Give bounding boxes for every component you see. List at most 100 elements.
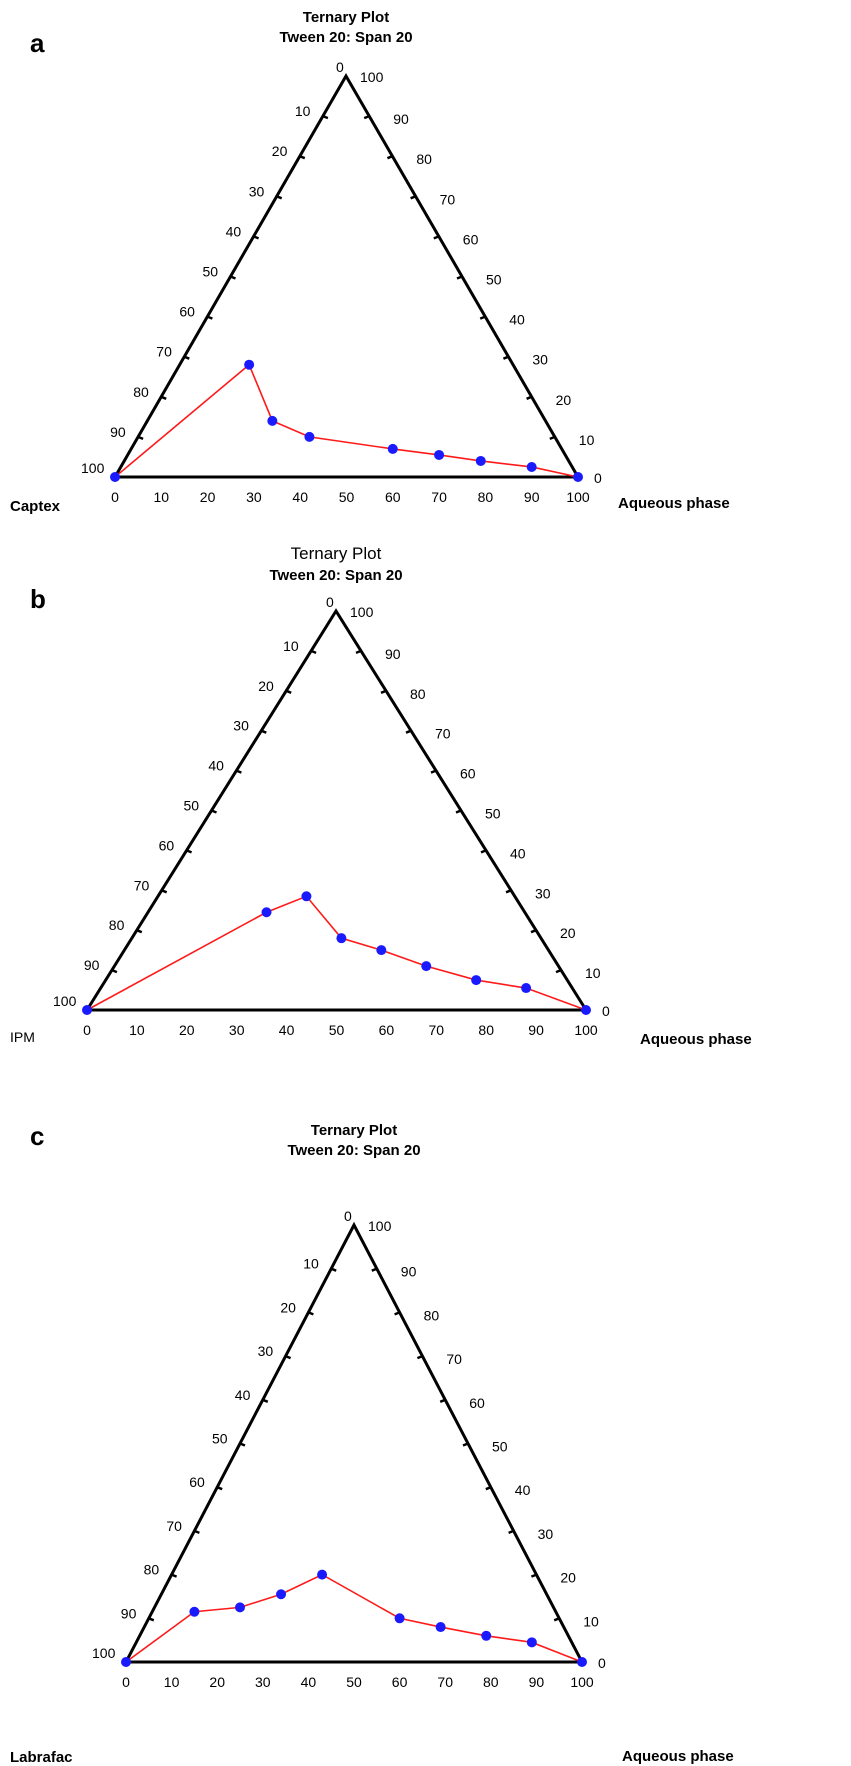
- left-tick-label: 50: [184, 798, 200, 814]
- data-point: [244, 359, 255, 370]
- data-point: [304, 431, 315, 442]
- bottom-tick-label: 30: [229, 1022, 245, 1038]
- data-point: [261, 907, 272, 918]
- right-tick: [363, 114, 370, 120]
- series-line: [86, 895, 587, 1011]
- chart-title: Ternary Plot: [303, 9, 389, 26]
- data-point: [434, 449, 445, 460]
- data-point: [421, 961, 432, 972]
- bottom-tick-label: 50: [339, 489, 355, 505]
- right-tick-label: 80: [416, 151, 432, 167]
- data-point: [82, 1005, 92, 1015]
- right-tick-label: 80: [410, 686, 426, 702]
- left-tick: [186, 849, 193, 854]
- right-tick-label: 40: [510, 845, 526, 861]
- data-point: [475, 455, 486, 466]
- bottom-tick-label: 0: [83, 1022, 91, 1038]
- left-tick: [330, 1267, 337, 1272]
- data-point: [301, 891, 312, 902]
- left-tick-label: 80: [144, 1562, 160, 1578]
- data-point: [526, 461, 537, 472]
- bottom-tick-label: 0: [122, 1674, 130, 1690]
- right-tick-label: 0: [594, 470, 602, 486]
- bottom-tick-label: 60: [385, 489, 401, 505]
- panel-letter-a: a: [30, 28, 45, 58]
- ternary-frame: [123, 1221, 585, 1664]
- right-tick: [430, 769, 437, 774]
- right-tick: [530, 1573, 537, 1578]
- data-point: [481, 1630, 492, 1641]
- data-point: [267, 415, 278, 426]
- ternary-frame: [112, 72, 581, 479]
- left-tick-label: 70: [134, 877, 150, 893]
- left-tick-label: 100: [81, 460, 105, 476]
- data-point: [276, 1589, 287, 1600]
- right-corner-label: Aqueous phase: [618, 495, 730, 512]
- right-tick: [394, 1311, 401, 1316]
- bottom-tick-label: 20: [200, 489, 216, 505]
- right-tick-label: 10: [583, 1613, 599, 1629]
- right-tick-label: 30: [535, 885, 551, 901]
- right-corner-label: Aqueous phase: [640, 1031, 752, 1048]
- left-tick: [322, 114, 329, 120]
- right-tick-label: 90: [385, 646, 401, 662]
- left-tick: [206, 315, 213, 320]
- right-tick: [480, 849, 487, 854]
- bottom-tick-label: 10: [129, 1022, 145, 1038]
- panel-letter-c: c: [30, 1121, 44, 1151]
- right-tick-label: 70: [446, 1351, 462, 1367]
- right-tick-label: 80: [424, 1307, 440, 1323]
- ternary-frame: [84, 608, 589, 1012]
- right-tick: [355, 649, 362, 655]
- right-tick: [505, 889, 512, 894]
- left-tick: [262, 1398, 269, 1403]
- data-point: [581, 1005, 591, 1015]
- data-point: [376, 945, 387, 956]
- left-tick-label: 60: [179, 304, 195, 320]
- bottom-tick-label: 100: [570, 1674, 594, 1690]
- bottom-tick-label: 30: [246, 489, 262, 505]
- bottom-tick-label: 80: [483, 1674, 499, 1690]
- left-tick: [211, 809, 217, 814]
- right-tick: [371, 1267, 378, 1272]
- right-tick: [405, 729, 412, 734]
- left-tick: [239, 1442, 246, 1447]
- left-tick-label: 20: [272, 143, 288, 159]
- left-tick: [216, 1486, 223, 1491]
- right-tick-label: 40: [515, 1482, 531, 1498]
- left-tick: [136, 929, 143, 934]
- data-point: [121, 1657, 131, 1667]
- bottom-tick-label: 100: [566, 489, 590, 505]
- right-tick-label: 100: [350, 604, 374, 620]
- left-tick: [148, 1617, 155, 1622]
- chart-subtitle: Tween 20: Span 20: [287, 1142, 420, 1159]
- bottom-tick-label: 60: [392, 1674, 408, 1690]
- right-tick-label: 60: [460, 766, 476, 782]
- right-tick-label: 0: [598, 1655, 606, 1671]
- left-tick: [183, 355, 190, 360]
- left-tick-label: 40: [208, 758, 224, 774]
- bottom-tick-label: 0: [111, 489, 119, 505]
- bottom-tick-label: 40: [301, 1674, 317, 1690]
- left-tick-label: 60: [189, 1474, 205, 1490]
- data-point: [235, 1602, 245, 1613]
- right-tick: [433, 235, 440, 240]
- left-tick-label: 80: [109, 917, 125, 933]
- left-tick: [260, 729, 267, 734]
- bottom-tick-label: 40: [292, 489, 308, 505]
- chart-title: Ternary Plot: [291, 544, 382, 563]
- left-tick-label: 0: [326, 594, 334, 610]
- bottom-tick-label: 60: [379, 1022, 395, 1038]
- right-tick-label: 90: [393, 111, 409, 127]
- left-tick-label: 0: [336, 59, 344, 75]
- right-tick: [439, 1398, 446, 1403]
- right-tick-label: 20: [560, 1570, 576, 1586]
- right-tick: [386, 155, 393, 160]
- data-point: [577, 1657, 587, 1667]
- chart-subtitle: Tween 20: Span 20: [279, 29, 412, 46]
- left-tick-label: 10: [303, 1256, 319, 1272]
- bottom-tick-label: 70: [431, 489, 447, 505]
- left-tick-label: 20: [280, 1299, 296, 1315]
- left-tick: [310, 649, 317, 655]
